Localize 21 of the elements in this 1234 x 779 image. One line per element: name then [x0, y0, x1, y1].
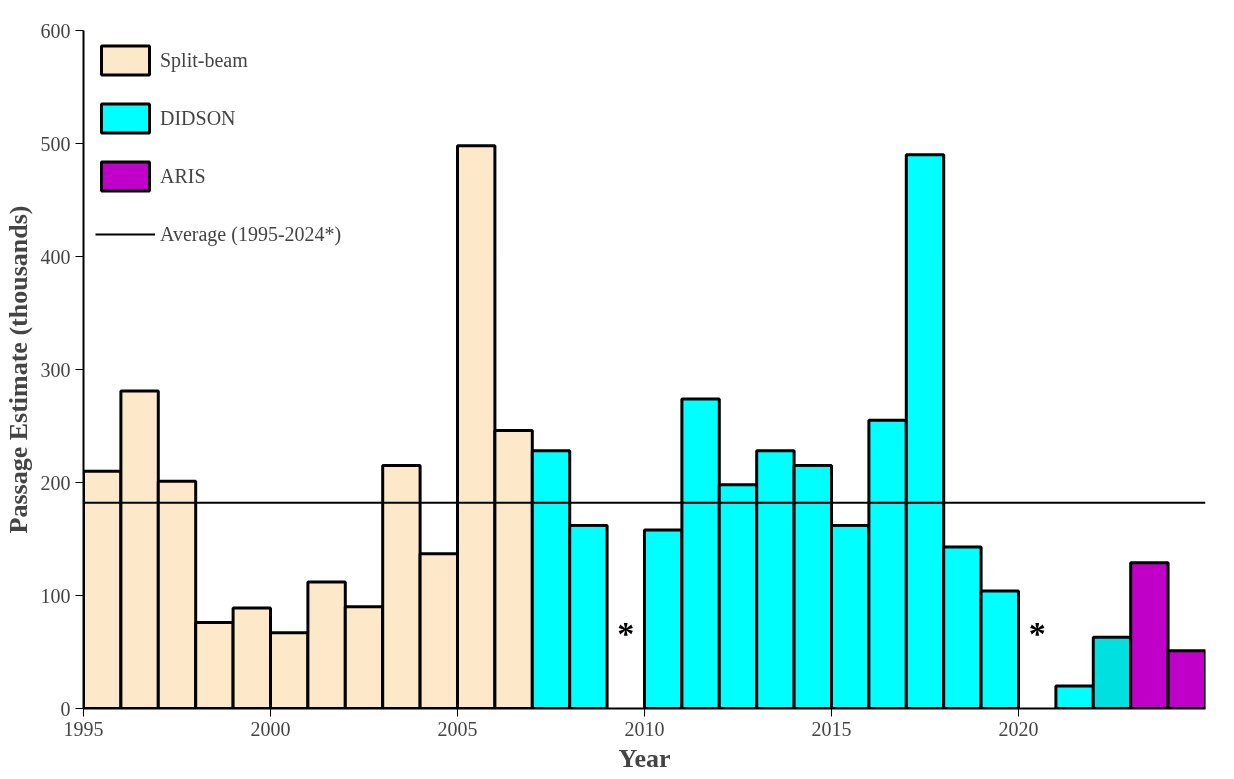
y-tick-label: 300 [40, 358, 71, 381]
x-axis-title: Year [618, 743, 671, 773]
x-tick-label: 2000 [250, 717, 291, 740]
y-axis-title: Passage Estimate (thousands) [3, 205, 33, 534]
legend-label: Split-beam [160, 48, 248, 72]
y-tick-label: 500 [40, 132, 71, 155]
y-tick-label: 600 [40, 19, 71, 42]
annotation: * [617, 615, 635, 653]
legend-label: DIDSON [160, 106, 236, 130]
x-tick-label: 2010 [624, 717, 665, 740]
y-tick-label: 400 [40, 245, 71, 268]
legend-label: Average (1995-2024*) [160, 222, 342, 246]
x-tick-label: 1995 [63, 717, 104, 740]
x-tick-label: 2015 [811, 717, 852, 740]
y-tick-label: 0 [60, 697, 71, 720]
y-tick-label: 100 [40, 584, 71, 607]
annotation: * [1028, 615, 1046, 653]
x-tick-label: 2020 [998, 717, 1039, 740]
y-tick-label: 200 [40, 471, 71, 494]
x-tick-label: 2005 [437, 717, 478, 740]
legend-label: ARIS [160, 164, 206, 188]
